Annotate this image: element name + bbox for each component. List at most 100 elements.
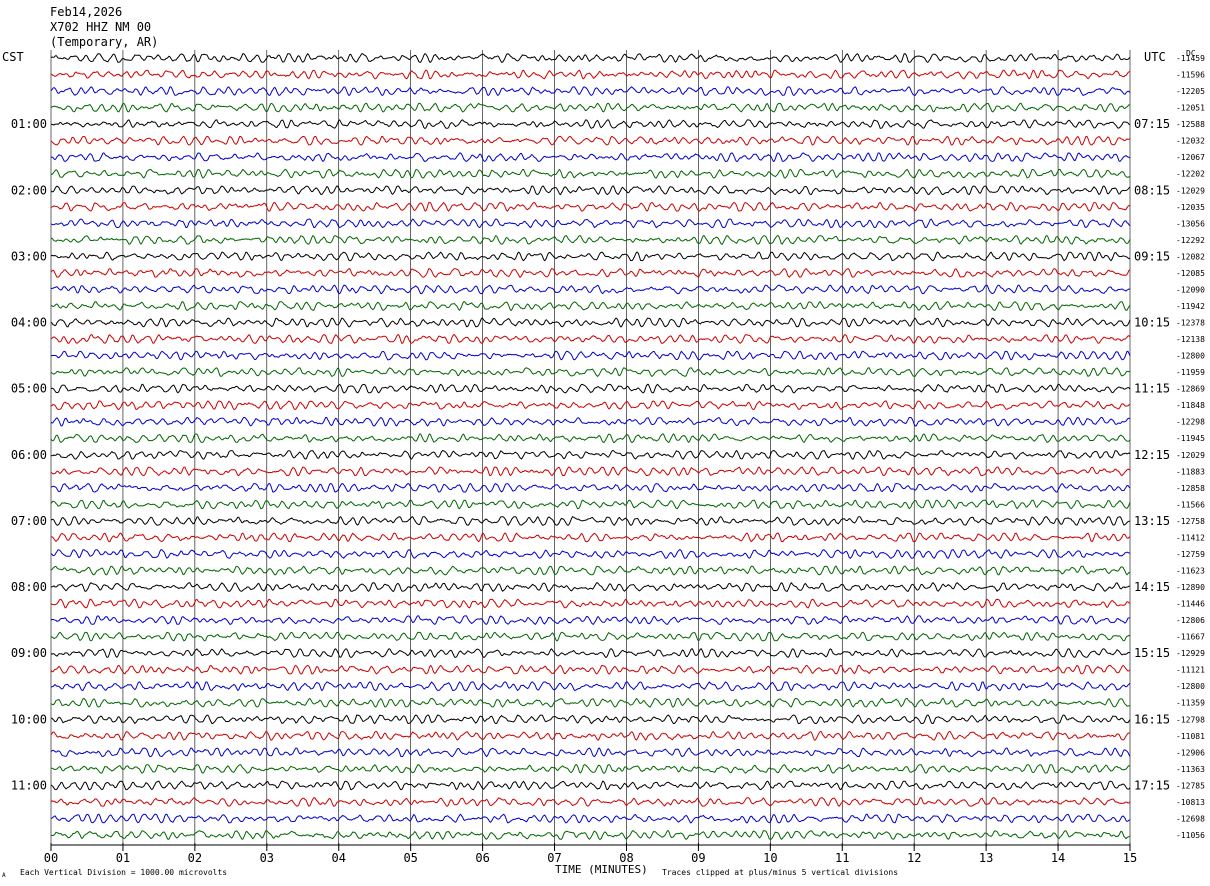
right-hour-label: 07:15 <box>1134 117 1170 131</box>
dc-offset-label: -12906 <box>1176 748 1205 757</box>
x-tick-label: 03 <box>260 851 274 865</box>
trace-21 <box>51 400 1131 411</box>
right-hour-label: 12:15 <box>1134 448 1170 462</box>
dc-offset-label: -11566 <box>1176 500 1205 509</box>
trace-5 <box>50 135 1131 146</box>
trace-34 <box>50 615 1131 625</box>
trace-31 <box>50 565 1131 576</box>
dc-offset-label: -11848 <box>1176 401 1205 410</box>
trace-33 <box>50 598 1131 609</box>
trace-47 <box>50 830 1131 840</box>
x-tick-label: 14 <box>1051 851 1065 865</box>
dc-offset-label: -12800 <box>1176 352 1205 361</box>
dc-offset-label: -12085 <box>1176 269 1205 278</box>
x-tick-label: 02 <box>188 851 202 865</box>
dc-label: DC <box>1186 49 1196 58</box>
trace-27 <box>50 499 1131 510</box>
right-hour-label: 13:15 <box>1134 514 1170 528</box>
left-hour-label: 11:00 <box>11 778 47 792</box>
dc-offset-label: -11359 <box>1176 699 1205 708</box>
x-tick-label: 12 <box>907 851 921 865</box>
trace-6 <box>50 152 1131 163</box>
x-tick-label: 15 <box>1123 851 1137 865</box>
left-hour-label: 05:00 <box>11 382 47 396</box>
trace-1 <box>50 69 1131 80</box>
trace-2 <box>50 86 1131 96</box>
x-tick-label: 05 <box>403 851 417 865</box>
dc-offset-label: -12202 <box>1176 170 1205 179</box>
dc-offset-label: -11945 <box>1176 434 1205 443</box>
dc-offset-label: -11056 <box>1176 831 1205 840</box>
right-hour-label: 10:15 <box>1134 316 1170 330</box>
trace-15 <box>50 301 1131 311</box>
dc-offset-label: -12035 <box>1176 203 1205 212</box>
dc-offset-label: -11081 <box>1176 732 1205 741</box>
right-hour-label: 16:15 <box>1134 712 1170 726</box>
dc-offset-label: -12378 <box>1176 319 1205 328</box>
trace-41 <box>50 730 1130 741</box>
left-hour-label: 10:00 <box>11 712 47 726</box>
trace-18 <box>50 350 1131 361</box>
x-tick-label: 09 <box>691 851 705 865</box>
left-hour-label: 01:00 <box>11 117 47 131</box>
trace-9 <box>50 201 1131 212</box>
dc-offset-label: -12051 <box>1176 104 1205 113</box>
right-hour-label: 17:15 <box>1134 778 1170 792</box>
dc-offset-label: -12806 <box>1176 616 1205 625</box>
trace-38 <box>50 681 1131 692</box>
dc-offset-labels: -11459 -11596 -12205 -12051 -12588 -12032 -120… <box>1176 54 1205 840</box>
trace-36 <box>50 648 1131 659</box>
trace-43 <box>51 763 1131 774</box>
trace-23 <box>50 433 1131 444</box>
dc-offset-label: -11596 <box>1176 71 1205 80</box>
trace-29 <box>51 532 1131 543</box>
x-tick-label: 13 <box>979 851 993 865</box>
dc-offset-label: -12890 <box>1176 583 1205 592</box>
dc-offset-label: -11942 <box>1176 302 1205 311</box>
left-hour-label: 09:00 <box>11 646 47 660</box>
right-hour-label: 09:15 <box>1134 249 1170 263</box>
x-tick-label: 00 <box>44 851 58 865</box>
trace-28 <box>50 515 1131 526</box>
trace-4 <box>50 119 1131 129</box>
trace-45 <box>50 797 1131 807</box>
dc-offset-label: -11623 <box>1176 566 1205 575</box>
dc-offset-label: -13056 <box>1176 219 1205 228</box>
trace-20 <box>50 383 1131 394</box>
trace-19 <box>50 367 1131 377</box>
x-tick-label: 04 <box>332 851 346 865</box>
trace-37 <box>50 664 1131 675</box>
trace-12 <box>50 251 1131 262</box>
clip-note: Traces clipped at plus/minus 5 vertical … <box>662 868 899 877</box>
dc-offset-label: -11446 <box>1176 600 1205 609</box>
left-hour-label: 02:00 <box>11 183 47 197</box>
trace-30 <box>50 549 1131 559</box>
left-hour-label: 08:00 <box>11 580 47 594</box>
trace-40 <box>51 714 1131 725</box>
trace-3 <box>50 102 1131 113</box>
dc-offset-label: -12067 <box>1176 153 1205 162</box>
dc-offset-label: -11363 <box>1176 765 1205 774</box>
right-hour-label: 11:15 <box>1134 382 1170 396</box>
dc-offset-label: -12029 <box>1176 451 1205 460</box>
header-location: (Temporary, AR) <box>50 35 159 49</box>
dc-offset-label: -12798 <box>1176 715 1205 724</box>
trace-7 <box>50 168 1131 179</box>
header-date: Feb14,2026 <box>50 5 123 19</box>
trace-16 <box>50 317 1131 328</box>
seismic-traces <box>50 53 1131 840</box>
dc-offset-label: -12800 <box>1176 682 1205 691</box>
trace-32 <box>51 582 1130 592</box>
dc-offset-label: -12698 <box>1176 814 1205 823</box>
dc-offset-label: -11959 <box>1176 368 1205 377</box>
dc-offset-label: -11121 <box>1176 666 1205 675</box>
dc-offset-label: -12298 <box>1176 418 1205 427</box>
scale-note: Each Vertical Division = 1000.00 microvo… <box>20 868 228 877</box>
trace-17 <box>50 334 1131 344</box>
x-tick-label: 11 <box>835 851 849 865</box>
right-zone-label: UTC <box>1144 50 1166 64</box>
trace-0 <box>50 53 1131 63</box>
dc-offset-label: -12292 <box>1176 236 1205 245</box>
dc-offset-label: -12082 <box>1176 252 1205 261</box>
dc-offset-label: -12758 <box>1176 517 1205 526</box>
